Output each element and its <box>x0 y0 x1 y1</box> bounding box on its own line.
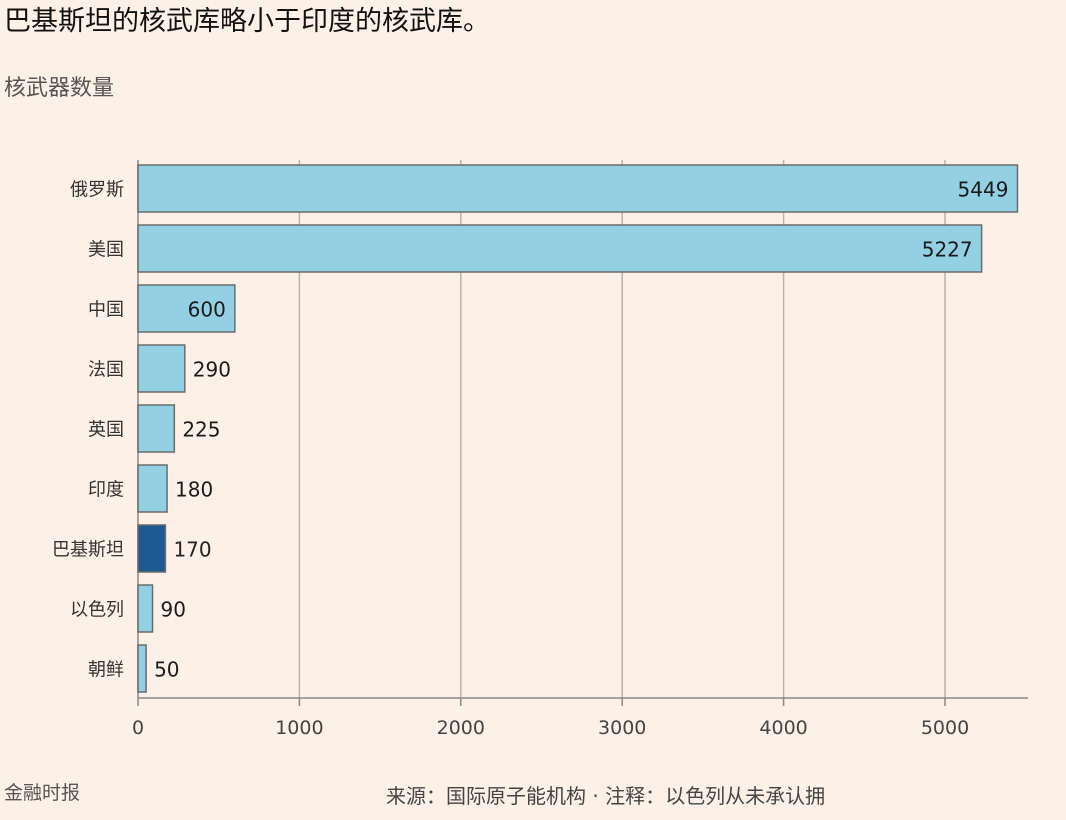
category-label-7: 以色列 <box>70 600 124 621</box>
category-label-1: 美国 <box>88 240 124 261</box>
bar-0 <box>137 164 1019 213</box>
bars <box>137 164 1019 693</box>
bar-1 <box>137 224 983 273</box>
x-tick-label-0: 0 <box>132 717 144 739</box>
chart-subtitle: 核武器数量 <box>4 76 115 101</box>
value-label-6: 170 <box>173 538 211 562</box>
category-label-4: 英国 <box>88 420 124 441</box>
bar-4 <box>137 404 176 453</box>
category-label-3: 法国 <box>88 360 124 381</box>
x-tick-label-2000: 2000 <box>437 717 485 739</box>
value-label-0: 5449 <box>958 178 1009 202</box>
bar-8 <box>137 644 147 693</box>
value-label-3: 290 <box>193 358 231 382</box>
x-tick-labels: 0 1000 2000 3000 4000 5000 <box>132 717 969 739</box>
x-tick-label-4000: 4000 <box>759 717 807 739</box>
category-label-8: 朝鲜 <box>88 660 124 681</box>
chart-title: 巴基斯坦的核武库略小于印度的核武库。 <box>4 6 490 37</box>
value-label-1: 5227 <box>922 238 973 262</box>
category-label-0: 俄罗斯 <box>70 180 124 201</box>
value-label-7: 90 <box>161 598 186 622</box>
value-label-2: 600 <box>188 298 226 322</box>
bar-5 <box>137 464 168 513</box>
bar-2 <box>137 284 236 333</box>
bar-3 <box>137 344 186 393</box>
category-label-6: 巴基斯坦 <box>52 540 124 561</box>
value-label-4: 225 <box>182 418 220 442</box>
x-tick-label-3000: 3000 <box>598 717 646 739</box>
credit-text: 金融时报 <box>4 782 81 804</box>
bar-7 <box>137 584 154 633</box>
category-label-5: 印度 <box>88 480 124 501</box>
value-label-5: 180 <box>175 478 213 502</box>
category-label-2: 中国 <box>88 300 124 321</box>
value-label-8: 50 <box>154 658 179 682</box>
value-labels: 5449 5227 600 290 225 180 170 90 50 <box>154 178 1008 682</box>
x-tick-label-5000: 5000 <box>921 717 969 739</box>
source-note: 来源：国际原子能机构 · 注释：以色列从未承认拥 <box>386 784 826 808</box>
share-overlay <box>880 776 1066 816</box>
x-tick-label-1000: 1000 <box>275 717 323 739</box>
bar-6 <box>137 524 167 573</box>
